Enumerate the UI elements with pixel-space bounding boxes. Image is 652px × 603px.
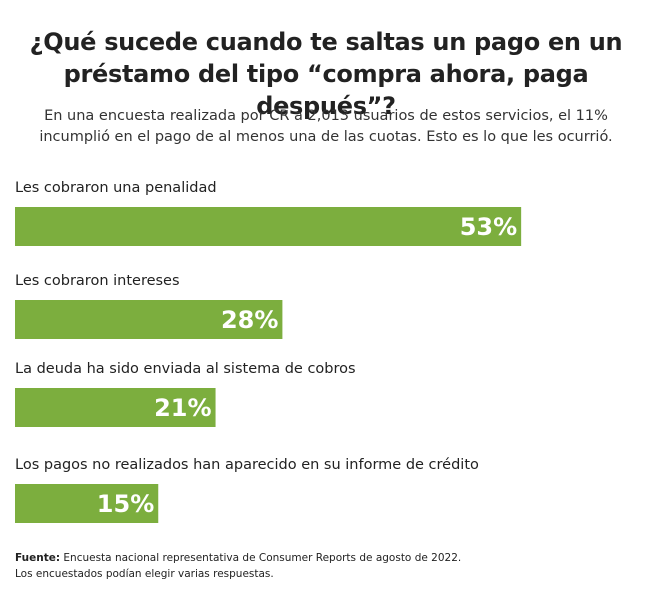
footer: Fuente: Encuesta nacional representativa… [15, 550, 461, 582]
value-label: 53% [460, 213, 517, 241]
title-line: ¿Qué sucede cuando te saltas un pago en … [29, 28, 623, 56]
category-label: La deuda ha sido enviada al sistema de c… [15, 361, 356, 377]
chart-title: ¿Qué sucede cuando te saltas un pago en … [0, 26, 652, 122]
title-line: préstamo del tipo “compra ahora, paga de… [63, 60, 589, 120]
value-label: 28% [221, 306, 278, 334]
subtitle: En una encuesta realizada por CR a 2,013… [0, 106, 652, 148]
bar [15, 207, 522, 246]
value-label: 15% [97, 490, 154, 518]
chart: Les cobraron una penalidad 53% Les cobraro… [15, 180, 522, 523]
source-text: Encuesta nacional representativa de Cons… [63, 552, 462, 564]
bar [15, 300, 283, 339]
note: Los encuestados podían elegir varias res… [15, 568, 274, 580]
value-label: 21% [154, 394, 211, 422]
subtitle-line: En una encuesta realizada por CR a 2,013… [44, 108, 608, 124]
category-label: Les cobraron intereses [15, 273, 180, 289]
subtitle-line: incumplió en el pago de al menos una de … [39, 129, 613, 145]
bar [15, 388, 216, 427]
bar [15, 484, 159, 523]
source: Fuente: Encuesta nacional representativa… [15, 550, 461, 566]
category-label: Les cobraron una penalidad [15, 180, 217, 196]
source-label: Fuente: [15, 552, 61, 564]
category-label: Los pagos no realizados han aparecido en… [15, 457, 479, 473]
